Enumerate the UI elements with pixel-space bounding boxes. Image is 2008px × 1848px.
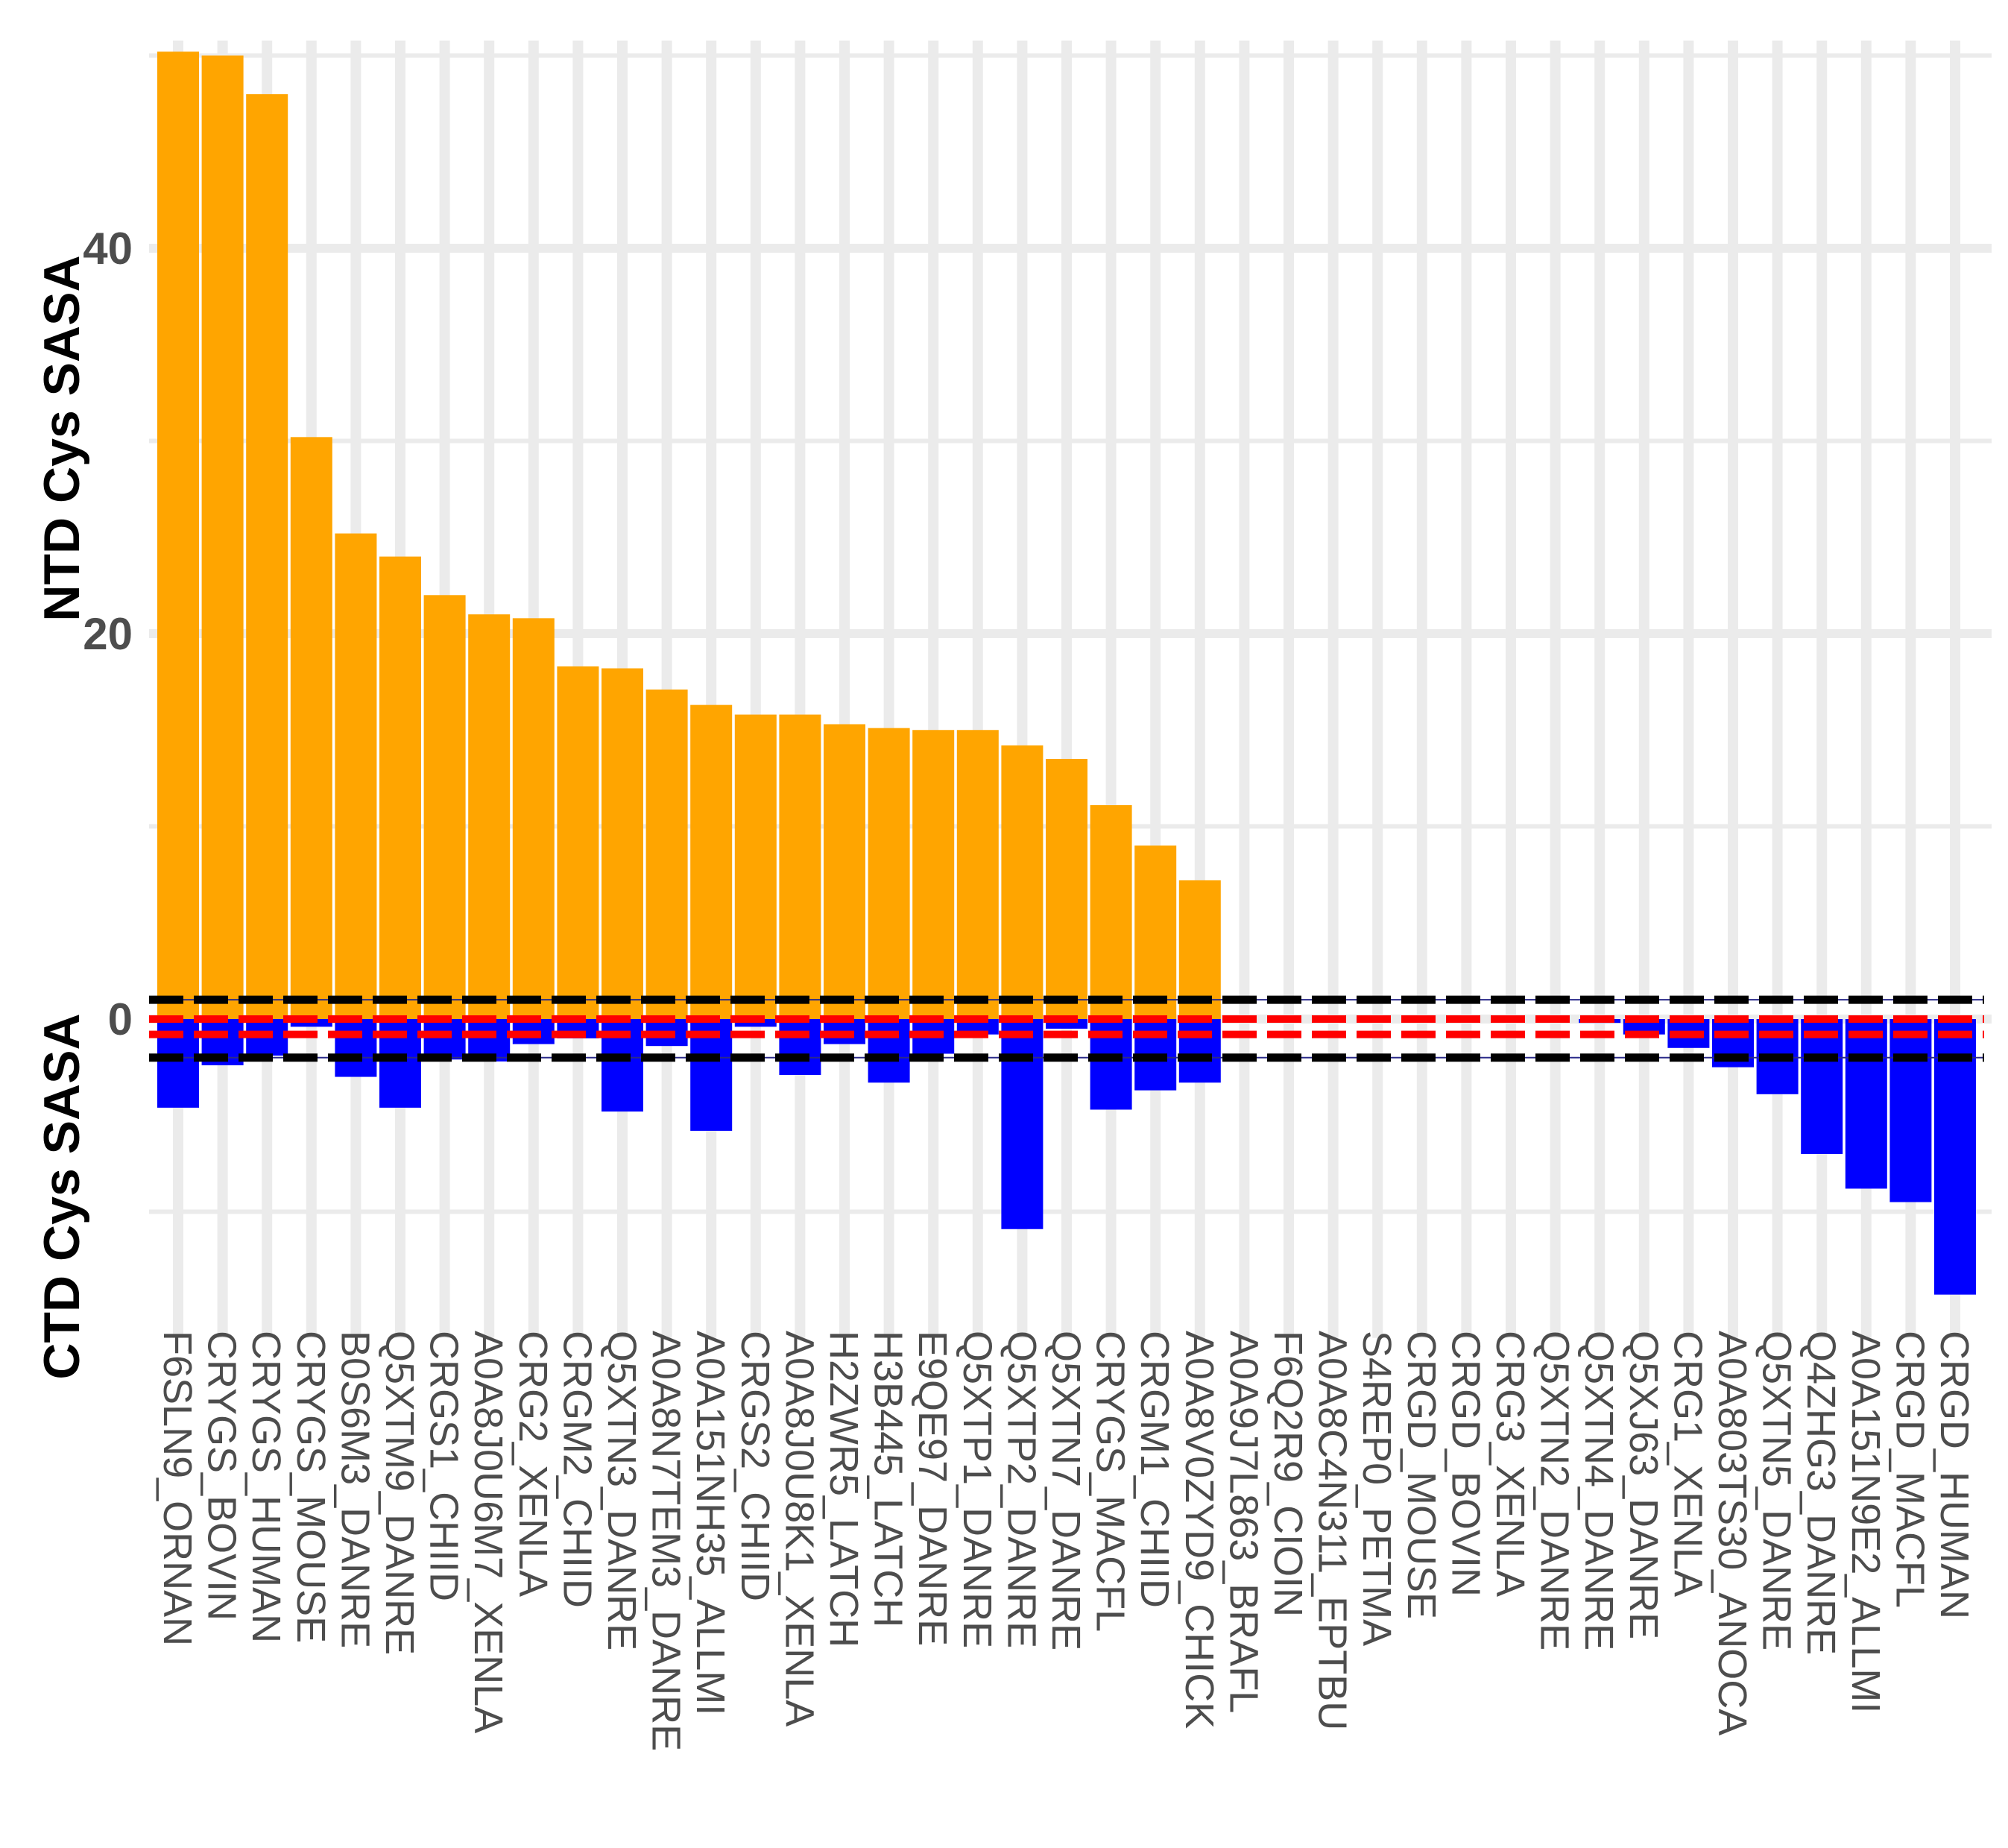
y-tick-label: 20 (83, 609, 133, 659)
y-axis-title-ctd: CTD Cys SASA (34, 1013, 90, 1379)
reference-lines (149, 995, 1984, 1062)
x-tick-label: CRGD_MOUSE (1399, 1331, 1444, 1619)
ctd-bar (1934, 1019, 1976, 1295)
ntd-bar (512, 618, 555, 1019)
ntd-bar (157, 51, 199, 1020)
x-tick-label: Q5XTM9_DANRE (377, 1331, 422, 1655)
x-tick-label: E9QE97_DANRE (910, 1331, 955, 1646)
y-tick-label: 40 (83, 224, 133, 274)
ctd-bar (335, 1019, 377, 1077)
x-tick-label: CRGM1_CHIID (1132, 1331, 1177, 1608)
x-tick-label: Q5XTN2_DANRE (1532, 1331, 1577, 1650)
ctd-bar (1801, 1019, 1843, 1154)
ntd-bar (779, 714, 821, 1019)
ntd-bar (557, 666, 599, 1019)
ntd-bar (1090, 805, 1132, 1019)
x-tick-label: A0A151N9E2_ALLMI (1843, 1331, 1888, 1713)
ctd-bar (423, 1019, 466, 1060)
y-axis-title-ntd: NTD Cys SASA (34, 255, 90, 621)
x-tick-label: CRYGS_MOUSE (288, 1331, 333, 1643)
ntd-bar (912, 730, 955, 1019)
x-tick-label: Q5XTP2_DANRE (999, 1331, 1044, 1648)
y-tick-label: 0 (108, 994, 133, 1044)
ctd-bar (1845, 1019, 1887, 1189)
x-tick-label: Q5XTN5_DANRE (1755, 1331, 1799, 1650)
x-tick-label: A0A8N7TEM3_DANRE (644, 1331, 689, 1751)
ctd-bar (290, 1019, 332, 1027)
x-tick-label: CRGS2_CHIID (733, 1331, 777, 1601)
ntd-bar (201, 55, 244, 1019)
ntd-bar (956, 730, 999, 1019)
ntd-bar (868, 728, 910, 1019)
x-tick-label: A0A8J0U6M7_XENLA (466, 1331, 511, 1733)
ntd-bar (423, 595, 466, 1019)
x-tick-label: B0S6M3_DANRE (332, 1331, 377, 1648)
ntd-bar (290, 437, 332, 1019)
x-tick-label: CRGM2_CHIID (555, 1331, 599, 1608)
ctd-bar (1001, 1019, 1044, 1229)
x-tick-label: A0A8J0U8K1_XENLA (777, 1331, 821, 1726)
ctd-bar (1623, 1019, 1665, 1035)
x-tick-label: S4REP0_PETMA (1354, 1331, 1399, 1646)
x-tick-label: CRG1_XENLA (1665, 1331, 1710, 1597)
x-tick-label: A0A151NH35_ALLMI (688, 1331, 733, 1715)
x-tick-label: A0A803TS30_ANOCA (1710, 1331, 1755, 1735)
x-tick-label: H2ZWR5_LATCH (821, 1331, 866, 1647)
ctd-bar (868, 1019, 910, 1083)
x-tick-label: CRG3_XENLA (1488, 1331, 1532, 1597)
x-tick-label: CRGD_MACFL (1887, 1331, 1932, 1608)
ctd-bar (779, 1019, 821, 1075)
ntd-bar (690, 704, 733, 1019)
ntd-bar (246, 94, 288, 1020)
x-axis-ticks: F6SLN9_ORNAN CRYGS_BOVIN CRYGS_HUMAN CRYGS_… (155, 1331, 1977, 1751)
ntd-bar (824, 724, 865, 1019)
ntd-bar (645, 689, 688, 1019)
ntd-bar (1046, 759, 1087, 1019)
x-tick-label: Q5XTN4_DANRE (1576, 1331, 1621, 1650)
ctd-bar (734, 1019, 777, 1027)
x-tick-label: Q5XJ63_DANRE (1621, 1331, 1666, 1639)
x-tick-label: CRGD_BOVIN (1443, 1331, 1488, 1597)
ntd-bar (1001, 745, 1044, 1019)
x-tick-label: A0A8V0ZYD9_CHICK (1177, 1331, 1222, 1729)
ntd-bar (468, 614, 511, 1019)
x-tick-label: A0A9J7L863_BRAFL (1221, 1331, 1266, 1713)
ntd-bar (1134, 845, 1177, 1019)
ctd-bar (1889, 1019, 1932, 1202)
x-tick-label: Q5XTN3_DANRE (599, 1331, 644, 1650)
x-tick-label: Q4ZHG3_DANRE (1799, 1331, 1843, 1655)
x-tick-label: A0A8C4N311_EPTBU (1310, 1331, 1355, 1730)
ntd-bar (734, 714, 777, 1019)
ntd-bar (379, 556, 421, 1019)
x-tick-label: H3B445_LATCH (866, 1331, 911, 1627)
x-tick-label: Q5XTN7_DANRE (1044, 1331, 1088, 1650)
x-tick-label: CRYGS_HUMAN (244, 1331, 288, 1643)
x-tick-label: F6SLN9_ORNAN (155, 1331, 200, 1646)
ctd-bar (1178, 1019, 1221, 1083)
ntd-bar (602, 668, 643, 1019)
ntd-bar (335, 533, 377, 1019)
x-tick-label: CRGS1_CHIID (422, 1331, 467, 1601)
x-tick-label: CRG2_XENLA (511, 1331, 555, 1597)
x-tick-label: F6Q2R9_CIOIN (1266, 1331, 1310, 1617)
x-tick-label: CRGD_HUMAN (1932, 1331, 1977, 1619)
x-tick-label: Q5XTP1_DANRE (955, 1331, 1000, 1648)
ctd-bar (956, 1019, 999, 1035)
x-tick-label: CRYGS_MACFL (1088, 1331, 1133, 1632)
y-axis-ticks: 0 20 40 (83, 224, 133, 1044)
x-tick-label: CRYGS_BOVIN (200, 1331, 244, 1621)
